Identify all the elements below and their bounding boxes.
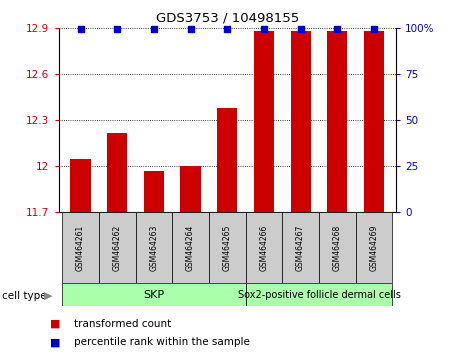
Text: GSM464263: GSM464263 xyxy=(149,224,158,271)
Title: GDS3753 / 10498155: GDS3753 / 10498155 xyxy=(156,11,299,24)
Bar xyxy=(70,159,90,212)
Point xyxy=(297,27,304,32)
Bar xyxy=(291,31,310,212)
Text: ■: ■ xyxy=(50,337,60,347)
Text: percentile rank within the sample: percentile rank within the sample xyxy=(74,337,250,347)
Point xyxy=(150,27,158,32)
Point xyxy=(370,27,378,32)
Text: GSM464265: GSM464265 xyxy=(223,224,232,271)
Bar xyxy=(180,166,201,212)
Text: Sox2-positive follicle dermal cells: Sox2-positive follicle dermal cells xyxy=(238,290,400,300)
Point xyxy=(187,27,194,32)
Bar xyxy=(282,212,319,283)
Bar xyxy=(172,212,209,283)
Bar xyxy=(356,212,392,283)
Text: cell type: cell type xyxy=(2,291,47,301)
Text: ▶: ▶ xyxy=(44,291,53,301)
Bar xyxy=(209,212,246,283)
Text: GSM464269: GSM464269 xyxy=(369,224,378,271)
Bar xyxy=(135,212,172,283)
Point xyxy=(224,27,231,32)
Point xyxy=(261,27,268,32)
Bar xyxy=(107,133,127,212)
Bar xyxy=(246,283,392,306)
Text: SKP: SKP xyxy=(143,290,164,300)
Bar xyxy=(319,212,356,283)
Bar xyxy=(254,31,274,212)
Bar xyxy=(144,171,164,212)
Text: transformed count: transformed count xyxy=(74,319,171,329)
Text: GSM464264: GSM464264 xyxy=(186,224,195,271)
Bar xyxy=(246,212,282,283)
Text: GSM464261: GSM464261 xyxy=(76,225,85,271)
Bar xyxy=(327,31,347,212)
Bar xyxy=(99,212,135,283)
Point xyxy=(113,27,121,32)
Text: GSM464266: GSM464266 xyxy=(260,224,269,271)
Bar xyxy=(217,108,237,212)
Text: GSM464267: GSM464267 xyxy=(296,224,305,271)
Point xyxy=(334,27,341,32)
Text: ■: ■ xyxy=(50,319,60,329)
Bar xyxy=(62,283,246,306)
Bar xyxy=(62,212,99,283)
Point xyxy=(77,27,84,32)
Bar xyxy=(364,31,384,212)
Text: GSM464268: GSM464268 xyxy=(333,225,342,271)
Text: GSM464262: GSM464262 xyxy=(112,225,122,271)
